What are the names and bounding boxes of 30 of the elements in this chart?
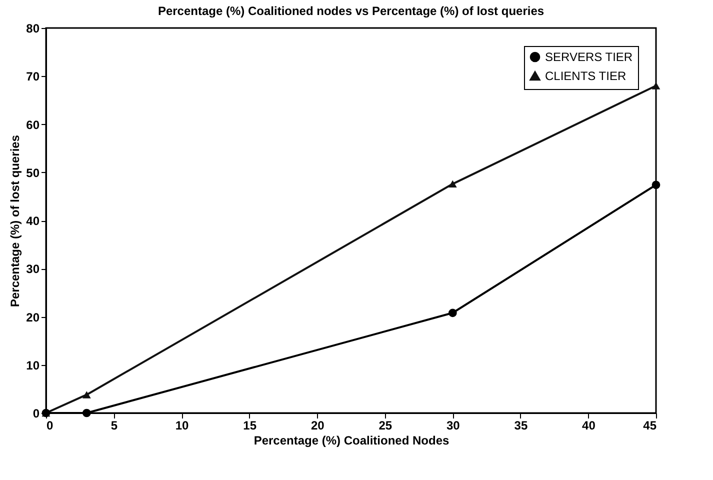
y-tick-label: 70 <box>26 70 40 84</box>
point <box>82 391 91 398</box>
point <box>82 408 91 418</box>
legend-label: CLIENTS TIER <box>545 69 626 83</box>
x-tick-label: 10 <box>175 418 190 432</box>
x-tick-label: 0 <box>46 418 54 432</box>
x-tick-label: 25 <box>378 418 392 432</box>
y-tick-label: 60 <box>26 118 40 132</box>
point <box>448 180 457 188</box>
x-tick-label: 45 <box>643 418 657 432</box>
x-axis-title: Percentage (%) Coalitioned Nodes <box>254 434 450 448</box>
legend-label: SERVERS TIER <box>545 50 633 64</box>
point <box>652 180 660 190</box>
point <box>448 308 457 318</box>
y-tick-label: 80 <box>26 22 40 36</box>
x-tick-label: 15 <box>243 418 257 432</box>
x-tick-label: 35 <box>514 418 528 432</box>
x-tick-label: 40 <box>582 418 596 432</box>
point <box>652 82 660 90</box>
y-tick-label: 10 <box>26 358 40 372</box>
y-tick-label: 50 <box>26 166 40 180</box>
x-tick-label: 5 <box>110 418 118 432</box>
x-tick-label: 30 <box>446 418 460 432</box>
chart-title: Percentage (%) Coalitioned nodes vs Percentage (%) of lost queries <box>158 4 544 18</box>
y-axis-title: Percentage (%) of lost queries <box>8 134 22 308</box>
y-tick-label: 0 <box>32 406 40 420</box>
y-tick-label: 20 <box>26 310 40 324</box>
y-tick-label: 30 <box>26 262 40 276</box>
y-tick-label: 40 <box>26 214 40 228</box>
x-tick-label: 20 <box>310 418 325 432</box>
